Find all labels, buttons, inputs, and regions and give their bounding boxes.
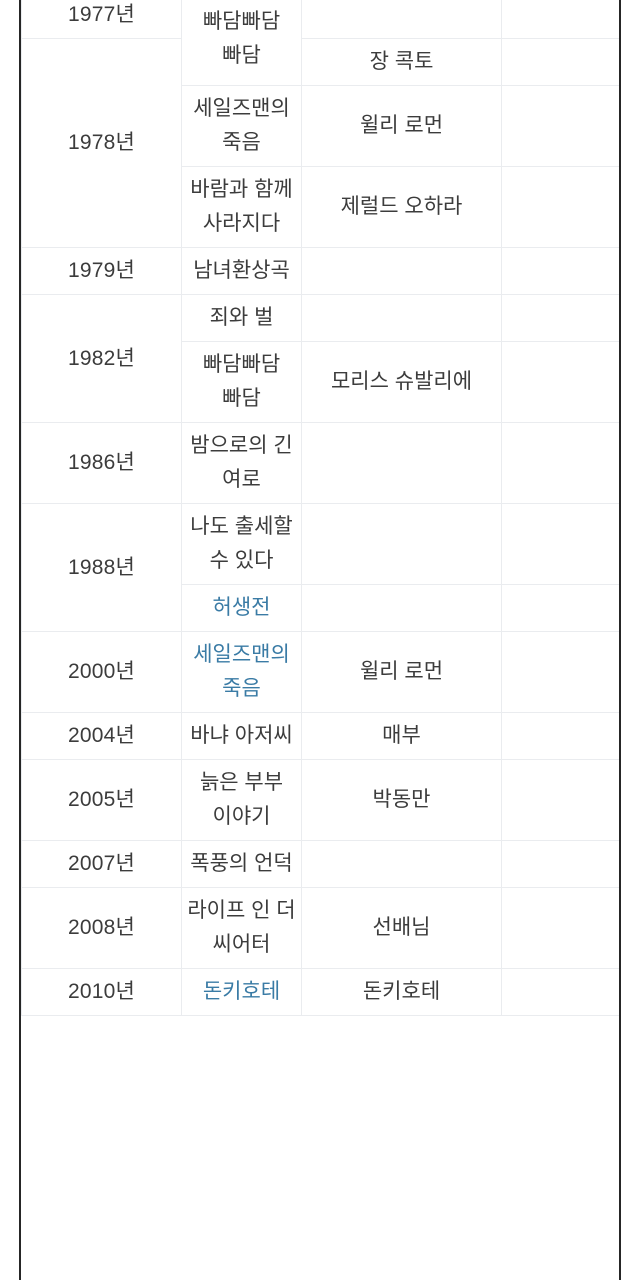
cell-note [501,503,620,586]
table-row: 1982년 죄와 벌 [21,294,620,424]
cell-year: 2005년 [21,759,182,842]
table-row: 세일즈맨의 죽음 윌리 로먼 [22,85,620,168]
cell-role: 윌리 로먼 [301,631,502,714]
cell-year: 1977년 [21,0,182,40]
cell-title: 늙은 부부 이야기 [181,759,302,842]
cell-role: 매부 [301,712,502,761]
cell-title: 허생전 [181,584,302,633]
table-row: 2004년 바냐 아저씨 매부 [21,712,620,761]
cell-note [501,422,620,505]
cell-note [501,38,620,87]
cell-note [501,631,620,714]
cell-role: 돈키호테 [301,968,502,1017]
table-row: 2008년 라이프 인 더 씨어터 선배님 [21,887,620,970]
cell-note [501,85,620,168]
cell-role [301,584,502,633]
title-link[interactable]: 돈키호테 [202,980,281,1004]
cell-title: 폭풍의 언덕 [181,840,302,889]
table-right-frame-rule [619,0,621,1280]
table-row: 1979년 남녀환상곡 [21,247,620,296]
table-row: 2000년 세일즈맨의 죽음 윌리 로먼 [21,631,620,714]
cell-title: 라이프 인 더 씨어터 [181,887,302,970]
table-row: 1978년 장 콕토 [21,38,620,249]
cell-note [501,166,620,249]
cell-note [501,247,620,296]
cell-role: 박동만 [301,759,502,842]
cell-note [501,294,620,343]
cell-title: 세일즈맨의 죽음 [181,631,302,714]
table-left-frame-rule [19,0,21,1280]
table-row: 1977년 빠담빠담 빠담 [21,0,620,87]
cell-note [501,712,620,761]
table-row: 2007년 폭풍의 언덕 [21,840,620,889]
cell-title: 빠담빠담 빠담 [181,341,302,424]
cell-year: 2000년 [21,631,182,714]
cell-role: 제럴드 오하라 [301,166,502,249]
filmography-table-body: 1977년 빠담빠담 빠담 1978년 장 콕토 세일즈맨의 죽음 윌리 로먼 … [21,0,620,1017]
cell-title: 바냐 아저씨 [181,712,302,761]
cell-note [501,840,620,889]
cell-year: 2008년 [21,887,182,970]
cell-title: 나도 출세할 수 있다 [181,503,302,586]
cell-title: 남녀환상곡 [181,247,302,296]
cell-role [301,294,502,343]
cell-year: 1986년 [21,422,182,505]
table-row: 바람과 함께 사라지다 제럴드 오하라 [22,166,620,249]
cell-note [501,968,620,1017]
table-row: 1986년 밤으로의 긴 여로 [21,422,620,505]
cell-title: 바람과 함께 사라지다 [181,166,302,249]
table-row: 허생전 [22,584,620,633]
cell-title: 밤으로의 긴 여로 [181,422,302,505]
cell-role [301,840,502,889]
table-row: 2005년 늙은 부부 이야기 박동만 [21,759,620,842]
filmography-table: 1977년 빠담빠담 빠담 1978년 장 콕토 세일즈맨의 죽음 윌리 로먼 … [21,0,620,1017]
cell-title: 빠담빠담 빠담 [181,0,302,87]
cell-title: 세일즈맨의 죽음 [181,85,302,168]
cell-year: 1988년 [21,503,182,633]
cell-note [501,584,620,633]
cell-role: 모리스 슈발리에 [301,341,502,424]
cell-note [501,341,620,424]
cell-year: 2007년 [21,840,182,889]
cell-note [501,759,620,842]
title-link[interactable]: 세일즈맨의 죽음 [193,643,290,701]
cell-role [301,0,502,40]
cell-title: 죄와 벌 [181,294,302,343]
cell-note [501,0,620,40]
cell-year: 1979년 [21,247,182,296]
table-row: 빠담빠담 빠담 모리스 슈발리에 [22,341,620,424]
cell-year: 2010년 [21,968,182,1017]
cell-role: 선배님 [301,887,502,970]
table-row: 2010년 돈키호테 돈키호테 [21,968,620,1017]
cell-year: 2004년 [21,712,182,761]
table-row: 1988년 나도 출세할 수 있다 [21,503,620,633]
cell-title: 돈키호테 [181,968,302,1017]
cell-role: 윌리 로먼 [301,85,502,168]
cell-role [301,503,502,586]
cell-role [301,422,502,505]
title-link[interactable]: 허생전 [212,596,271,620]
cell-role: 장 콕토 [301,38,502,87]
cell-note [501,887,620,970]
cell-year: 1978년 [21,38,182,249]
cell-role [301,247,502,296]
cell-year: 1982년 [21,294,182,424]
